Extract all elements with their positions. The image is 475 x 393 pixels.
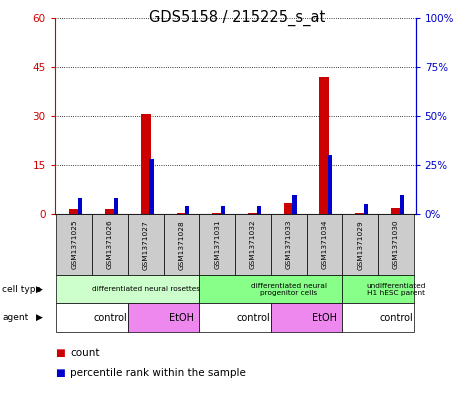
Bar [306, 214, 342, 275]
Text: GSM1371033: GSM1371033 [286, 220, 292, 269]
Bar [355, 213, 365, 214]
Bar [364, 204, 368, 214]
Text: cell type: cell type [2, 285, 41, 294]
Text: GSM1371032: GSM1371032 [250, 220, 256, 270]
Bar [164, 214, 200, 275]
Text: ▶: ▶ [36, 313, 42, 322]
Bar [271, 214, 306, 275]
Bar [92, 214, 128, 275]
Text: GSM1371031: GSM1371031 [214, 220, 220, 270]
Bar [114, 198, 118, 214]
Text: ■: ■ [55, 368, 65, 378]
Text: count: count [70, 348, 100, 358]
Bar [128, 303, 200, 332]
Bar [399, 195, 404, 214]
Bar [200, 303, 271, 332]
Bar [57, 214, 92, 275]
Bar [57, 275, 200, 303]
Bar [292, 195, 296, 214]
Text: GSM1371030: GSM1371030 [393, 220, 399, 270]
Bar [342, 275, 414, 303]
Text: control: control [379, 312, 413, 323]
Text: percentile rank within the sample: percentile rank within the sample [70, 368, 246, 378]
Bar [105, 209, 115, 214]
Bar [200, 214, 235, 275]
Text: GSM1371025: GSM1371025 [71, 220, 77, 270]
Bar [200, 275, 342, 303]
Bar [256, 206, 261, 214]
Bar [141, 114, 151, 214]
Text: GSM1371029: GSM1371029 [357, 220, 363, 270]
Text: agent: agent [2, 313, 28, 322]
Text: GDS5158 / 215225_s_at: GDS5158 / 215225_s_at [149, 10, 326, 26]
Text: GSM1371026: GSM1371026 [107, 220, 113, 270]
Text: ▶: ▶ [36, 285, 42, 294]
Bar [378, 214, 414, 275]
Bar [328, 155, 332, 214]
Bar [57, 303, 128, 332]
Bar [271, 303, 342, 332]
Bar [342, 214, 378, 275]
Bar [342, 303, 414, 332]
Text: differentiated neural rosettes: differentiated neural rosettes [92, 286, 200, 292]
Text: differentiated neural
progenitor cells: differentiated neural progenitor cells [251, 283, 327, 296]
Bar [391, 208, 401, 214]
Text: GSM1371034: GSM1371034 [322, 220, 327, 269]
Bar [185, 206, 190, 214]
Text: EtOH: EtOH [312, 312, 337, 323]
Bar [235, 214, 271, 275]
Text: GSM1371028: GSM1371028 [179, 220, 184, 270]
Text: EtOH: EtOH [169, 312, 194, 323]
Bar [78, 198, 82, 214]
Text: GSM1371027: GSM1371027 [143, 220, 149, 270]
Bar [69, 209, 79, 214]
Text: control: control [236, 312, 270, 323]
Bar [284, 203, 294, 214]
Bar [128, 214, 164, 275]
Bar [177, 213, 187, 214]
Bar [149, 159, 153, 214]
Text: ■: ■ [55, 348, 65, 358]
Bar [221, 206, 225, 214]
Text: undifferentiated
H1 hESC parent: undifferentiated H1 hESC parent [366, 283, 426, 296]
Bar [248, 213, 258, 214]
Bar [212, 213, 222, 214]
Text: control: control [93, 312, 127, 323]
Bar [320, 77, 330, 214]
